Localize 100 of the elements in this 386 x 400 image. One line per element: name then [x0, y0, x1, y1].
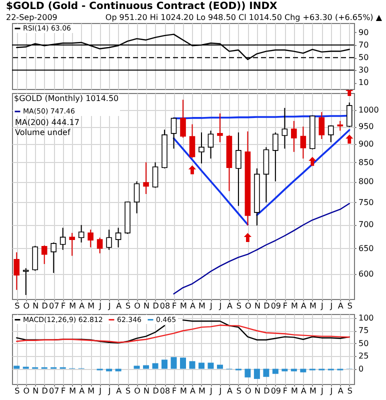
x-tick-label: F [172, 302, 177, 310]
x-tick-label: M [290, 302, 298, 310]
x-tick-label: M [69, 302, 76, 310]
x-tick-label: A [300, 386, 307, 396]
candlestick [96, 237, 103, 254]
x-tick-label: N [144, 386, 150, 396]
x-tick-label: S [14, 302, 20, 310]
chart-title: $GOLD (Gold - Continuous Contract (EOD)) INDX [6, 1, 278, 12]
x-tick-label: D [152, 386, 159, 396]
candlestick [300, 126, 306, 160]
bar [300, 368, 306, 372]
bar [290, 368, 297, 372]
x-tick-label: A [116, 386, 122, 396]
candlestick [198, 132, 204, 164]
x-tick-label: A [190, 386, 196, 396]
y-tick-label: 850 [358, 158, 374, 167]
candlestick [69, 232, 75, 256]
y-tick-label: 950 [358, 122, 374, 132]
x-tick-label: J [98, 386, 102, 396]
y-tick-label: 90 [358, 28, 369, 37]
bar [134, 366, 140, 369]
x-tick-label: J [329, 386, 333, 396]
x-tick-label: N [254, 386, 260, 396]
bar [143, 365, 150, 369]
line-series [16, 34, 350, 60]
x-tick-label: 08 [160, 386, 170, 396]
bar [106, 368, 112, 372]
x-tick-label: O [245, 302, 252, 310]
x-tick-label: A [190, 302, 196, 310]
y-tick-label: 1000 [358, 106, 379, 115]
x-tick-label: N [254, 302, 260, 310]
x-tick-label: M [88, 386, 95, 396]
x-tick-label: 08 [160, 302, 170, 310]
x-tick-label: O [134, 386, 140, 396]
candlestick [14, 252, 20, 290]
x-tick-label: M [180, 302, 188, 310]
bar [263, 368, 270, 377]
x-tick-label: S [14, 386, 20, 396]
y-tick-label: 900 [358, 139, 374, 148]
x-tick-label: M [290, 386, 298, 396]
x-tick-label: O [134, 302, 140, 310]
candlestick [328, 124, 334, 143]
x-tick-label: S [126, 386, 131, 396]
bar [170, 357, 177, 369]
x-tick-label: A [226, 386, 233, 396]
y-tick-label: 25 [358, 352, 369, 361]
candlestick [337, 120, 344, 132]
y-tick-label: 100 [358, 314, 374, 323]
x-tick-label: N [144, 302, 150, 310]
x-tick-label: S [126, 302, 131, 310]
x-tick-label: M [309, 386, 316, 396]
x-tick-label: O [23, 302, 30, 310]
line-series [173, 202, 350, 294]
x-tick-label: J [98, 302, 102, 310]
x-tick-label: A [338, 386, 344, 396]
x-tick-label: A [300, 302, 307, 310]
x-tick-label: S [347, 302, 352, 310]
y-tick-label: 30 [358, 66, 369, 75]
text: Op 951.20 Hi 1024.20 Lo 948.50 Cl 1014.50 Chg +63.30 (+6.65%) ▲ [105, 13, 382, 22]
y-tick-label: 700 [358, 220, 374, 230]
bar [216, 364, 223, 369]
bar [244, 368, 251, 378]
y-tick-label: 75 [358, 326, 369, 336]
x-tick-label: N [32, 302, 39, 310]
y-tick-label: 70 [358, 40, 369, 50]
annotation: MA(200) 444.17 [15, 118, 80, 127]
x-tick-label: D [42, 302, 48, 310]
candlestick [189, 124, 196, 158]
x-tick-label: M [88, 302, 95, 310]
bar [115, 368, 122, 372]
candlestick [78, 224, 84, 243]
x-tick-label: D [264, 302, 270, 310]
x-tick-label: J [320, 386, 324, 396]
x-tick-label: J [209, 302, 212, 310]
x-tick-label: M [198, 386, 206, 396]
bar [152, 363, 158, 369]
legend-title: $GOLD (Monthly) 1014.50 [14, 94, 119, 103]
bar [208, 362, 214, 369]
bar [14, 366, 20, 369]
bar [162, 360, 168, 369]
x-tick-label: M [69, 386, 76, 396]
candlestick [143, 162, 149, 194]
x-tick-label: J [107, 386, 111, 396]
candlestick [106, 229, 112, 250]
x-tick-label: J [209, 386, 212, 396]
candlestick [346, 102, 352, 128]
candlestick [115, 227, 122, 248]
bar [272, 368, 278, 374]
x-tick-label: A [79, 386, 86, 396]
candlestick [170, 117, 177, 150]
candlestick [217, 112, 223, 143]
candlestick [272, 132, 278, 182]
candlestick [88, 229, 94, 248]
x-tick-label: J [320, 302, 324, 310]
x-tick-label: A [338, 302, 344, 310]
x-tick-label: D [264, 386, 270, 396]
x-tick-label: A [116, 302, 122, 310]
x-tick-label: S [236, 386, 242, 396]
candlestick [208, 130, 214, 160]
y-tick-label: 600 [358, 269, 374, 278]
